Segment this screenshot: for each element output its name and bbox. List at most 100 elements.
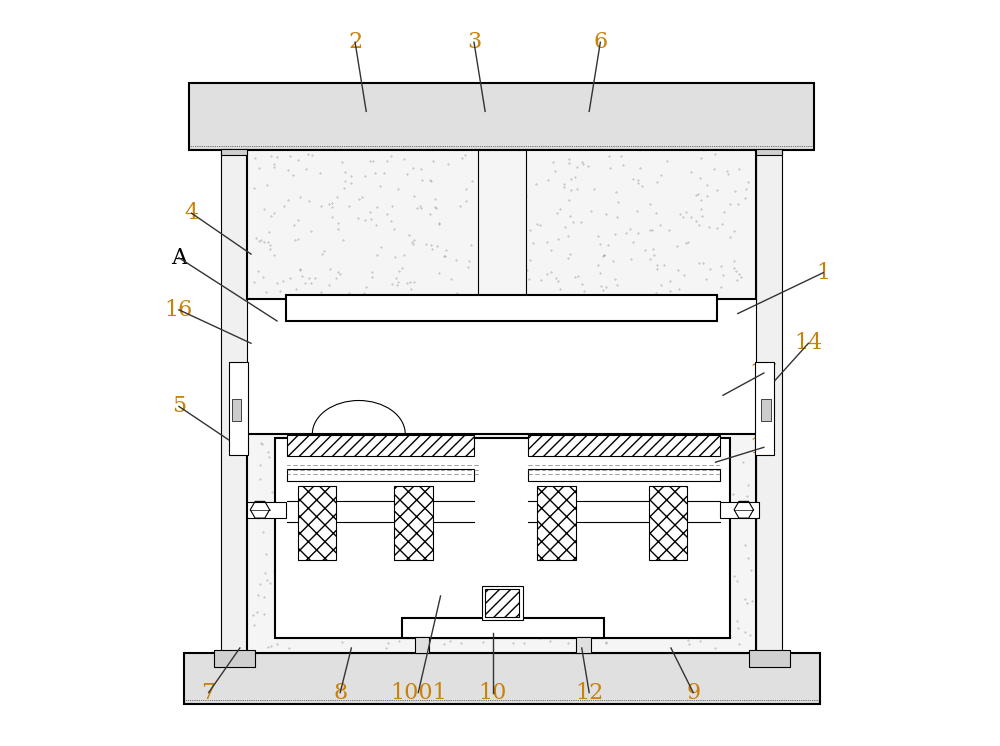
Point: [303, 277, 319, 289]
Point: [695, 465, 711, 477]
Point: [712, 491, 728, 503]
Point: [500, 201, 516, 213]
Point: [731, 163, 747, 175]
Point: [387, 251, 403, 263]
Point: [354, 517, 370, 529]
Point: [461, 495, 477, 507]
Point: [489, 480, 505, 492]
Point: [714, 218, 730, 230]
Point: [276, 551, 292, 563]
Point: [280, 194, 296, 206]
Point: [672, 208, 688, 220]
Point: [630, 178, 646, 189]
Point: [738, 183, 754, 195]
Point: [534, 501, 550, 513]
Point: [683, 502, 699, 514]
Point: [534, 628, 550, 640]
Point: [694, 510, 710, 522]
Point: [263, 150, 279, 162]
Point: [477, 214, 493, 226]
Point: [421, 510, 437, 522]
Point: [739, 490, 755, 502]
Point: [705, 469, 721, 481]
Point: [598, 637, 614, 649]
Point: [357, 215, 373, 227]
Point: [358, 281, 374, 293]
Point: [491, 155, 507, 167]
Point: [298, 163, 314, 175]
Point: [615, 159, 631, 171]
Point: [336, 183, 352, 195]
Text: 7: 7: [202, 682, 216, 703]
Point: [390, 184, 406, 195]
Point: [699, 533, 715, 545]
Point: [321, 198, 337, 210]
Point: [421, 633, 437, 645]
Point: [720, 168, 736, 180]
Point: [392, 518, 408, 530]
Point: [269, 481, 285, 493]
Point: [652, 456, 668, 468]
Point: [387, 469, 403, 481]
Point: [688, 216, 704, 228]
Point: [463, 437, 479, 449]
Point: [307, 272, 323, 284]
Point: [285, 169, 301, 181]
Point: [612, 458, 628, 470]
Point: [590, 520, 606, 532]
Point: [556, 181, 572, 193]
Point: [574, 559, 590, 571]
Point: [522, 254, 538, 266]
Point: [644, 455, 660, 467]
Point: [521, 624, 537, 636]
Point: [656, 259, 672, 271]
Point: [350, 212, 366, 224]
Point: [341, 287, 357, 299]
Point: [729, 574, 745, 586]
Point: [685, 578, 701, 590]
Point: [707, 642, 723, 653]
Point: [524, 615, 540, 627]
Point: [610, 571, 626, 583]
Point: [293, 436, 309, 448]
Point: [498, 161, 514, 173]
Point: [411, 469, 427, 481]
Point: [263, 639, 279, 651]
Point: [442, 629, 458, 641]
Point: [536, 624, 552, 636]
Point: [547, 528, 563, 540]
Point: [414, 605, 430, 617]
Bar: [756, 149, 782, 155]
Point: [648, 287, 664, 299]
Point: [730, 198, 746, 210]
Point: [691, 542, 707, 554]
Point: [713, 460, 729, 471]
Point: [376, 524, 392, 536]
Point: [532, 219, 548, 231]
Point: [444, 487, 460, 499]
Point: [709, 222, 725, 234]
Bar: [221, 149, 247, 155]
Point: [448, 529, 464, 541]
Point: [470, 490, 486, 502]
Point: [570, 478, 586, 490]
Point: [269, 639, 285, 651]
Point: [321, 491, 337, 503]
Point: [569, 184, 585, 195]
Point: [295, 589, 311, 601]
Point: [681, 568, 697, 580]
Point: [560, 637, 576, 649]
Point: [609, 279, 625, 291]
Point: [539, 600, 555, 612]
Point: [556, 178, 572, 189]
Point: [521, 273, 537, 285]
Point: [561, 475, 577, 487]
Point: [561, 157, 577, 169]
Point: [607, 273, 623, 285]
Point: [341, 199, 357, 211]
Point: [452, 200, 468, 212]
Point: [731, 269, 747, 280]
Point: [562, 248, 578, 260]
Point: [275, 275, 291, 286]
Point: [632, 449, 648, 461]
